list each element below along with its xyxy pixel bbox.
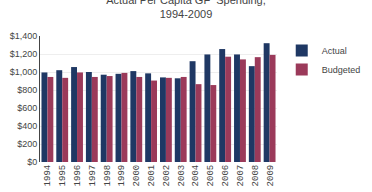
svg-text:2008: 2008	[251, 165, 261, 187]
svg-text:2006: 2006	[221, 165, 231, 187]
svg-text:2002: 2002	[162, 165, 172, 187]
svg-text:$800: $800	[17, 85, 37, 95]
svg-text:$1,000: $1,000	[10, 67, 38, 77]
svg-text:$600: $600	[17, 103, 37, 113]
svg-text:2004: 2004	[191, 165, 201, 187]
svg-text:1996: 1996	[73, 165, 83, 187]
svg-text:2009: 2009	[266, 165, 276, 187]
svg-text:Actual Per Capita GF Spending: Actual Per Capita GF Spending,1994-2009	[106, 0, 266, 20]
svg-text:$1,400: $1,400	[10, 31, 38, 41]
svg-text:Budgeted: Budgeted	[322, 65, 361, 75]
svg-text:1994: 1994	[43, 165, 53, 187]
svg-text:2003: 2003	[177, 165, 187, 187]
svg-text:$200: $200	[17, 139, 37, 149]
svg-text:2000: 2000	[132, 165, 142, 187]
svg-text:1999: 1999	[117, 165, 127, 187]
svg-text:$1,200: $1,200	[10, 49, 38, 59]
svg-text:Actual: Actual	[322, 46, 347, 56]
svg-text:1997: 1997	[88, 165, 98, 187]
svg-text:$0: $0	[27, 157, 37, 167]
svg-text:1995: 1995	[58, 165, 68, 187]
svg-text:2005: 2005	[206, 165, 216, 187]
svg-text:2001: 2001	[147, 165, 157, 187]
svg-text:$400: $400	[17, 121, 37, 131]
svg-text:1998: 1998	[103, 165, 113, 187]
svg-text:2007: 2007	[236, 165, 246, 187]
